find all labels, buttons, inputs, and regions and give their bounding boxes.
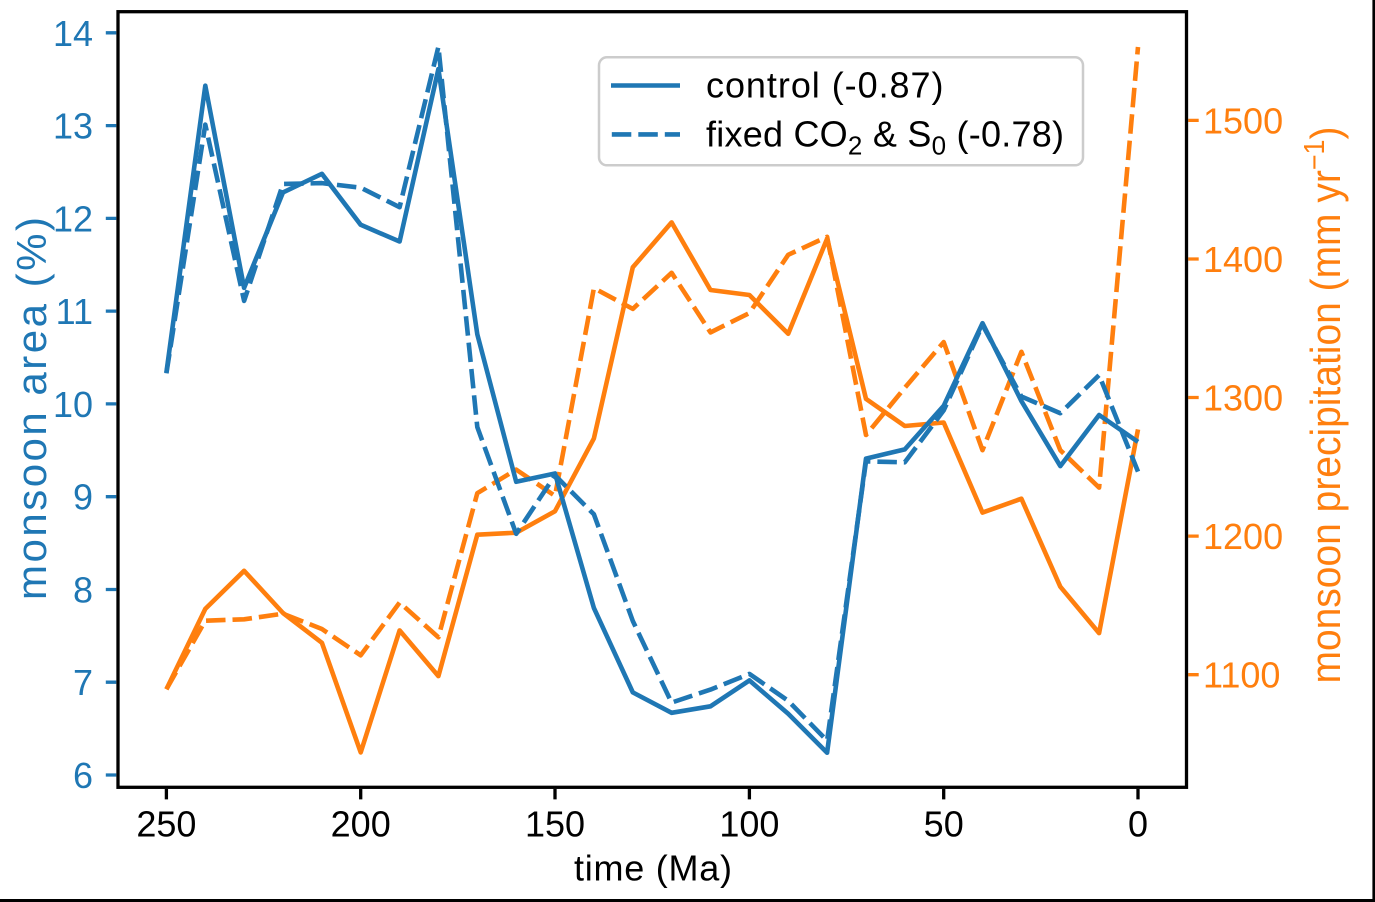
svg-text:50: 50	[924, 804, 964, 845]
svg-text:9: 9	[73, 477, 93, 518]
svg-text:8: 8	[73, 570, 93, 611]
svg-text:12: 12	[53, 198, 93, 239]
svg-text:10: 10	[53, 384, 93, 425]
svg-text:0: 0	[1128, 804, 1148, 845]
svg-text:monsoon area (%): monsoon area (%)	[8, 217, 55, 600]
svg-text:monsoon precipitation (mm yr−1: monsoon precipitation (mm yr−1)	[1299, 126, 1349, 683]
svg-text:1100: 1100	[1203, 655, 1280, 696]
svg-text:150: 150	[525, 804, 585, 845]
svg-text:6: 6	[73, 755, 93, 796]
svg-text:1500: 1500	[1203, 100, 1283, 141]
svg-text:fixed CO2 & S0 (-0.78): fixed CO2 & S0 (-0.78)	[706, 114, 1064, 161]
svg-text:13: 13	[53, 106, 93, 147]
svg-text:200: 200	[331, 804, 391, 845]
svg-text:1400: 1400	[1203, 239, 1283, 280]
svg-text:100: 100	[719, 804, 779, 845]
svg-text:control (-0.87): control (-0.87)	[706, 65, 944, 106]
svg-text:11: 11	[56, 291, 93, 332]
svg-text:14: 14	[53, 13, 93, 54]
svg-text:1300: 1300	[1203, 378, 1283, 419]
svg-text:time (Ma): time (Ma)	[574, 848, 732, 889]
svg-text:250: 250	[136, 804, 196, 845]
svg-text:1200: 1200	[1203, 516, 1283, 557]
svg-text:7: 7	[73, 662, 93, 703]
